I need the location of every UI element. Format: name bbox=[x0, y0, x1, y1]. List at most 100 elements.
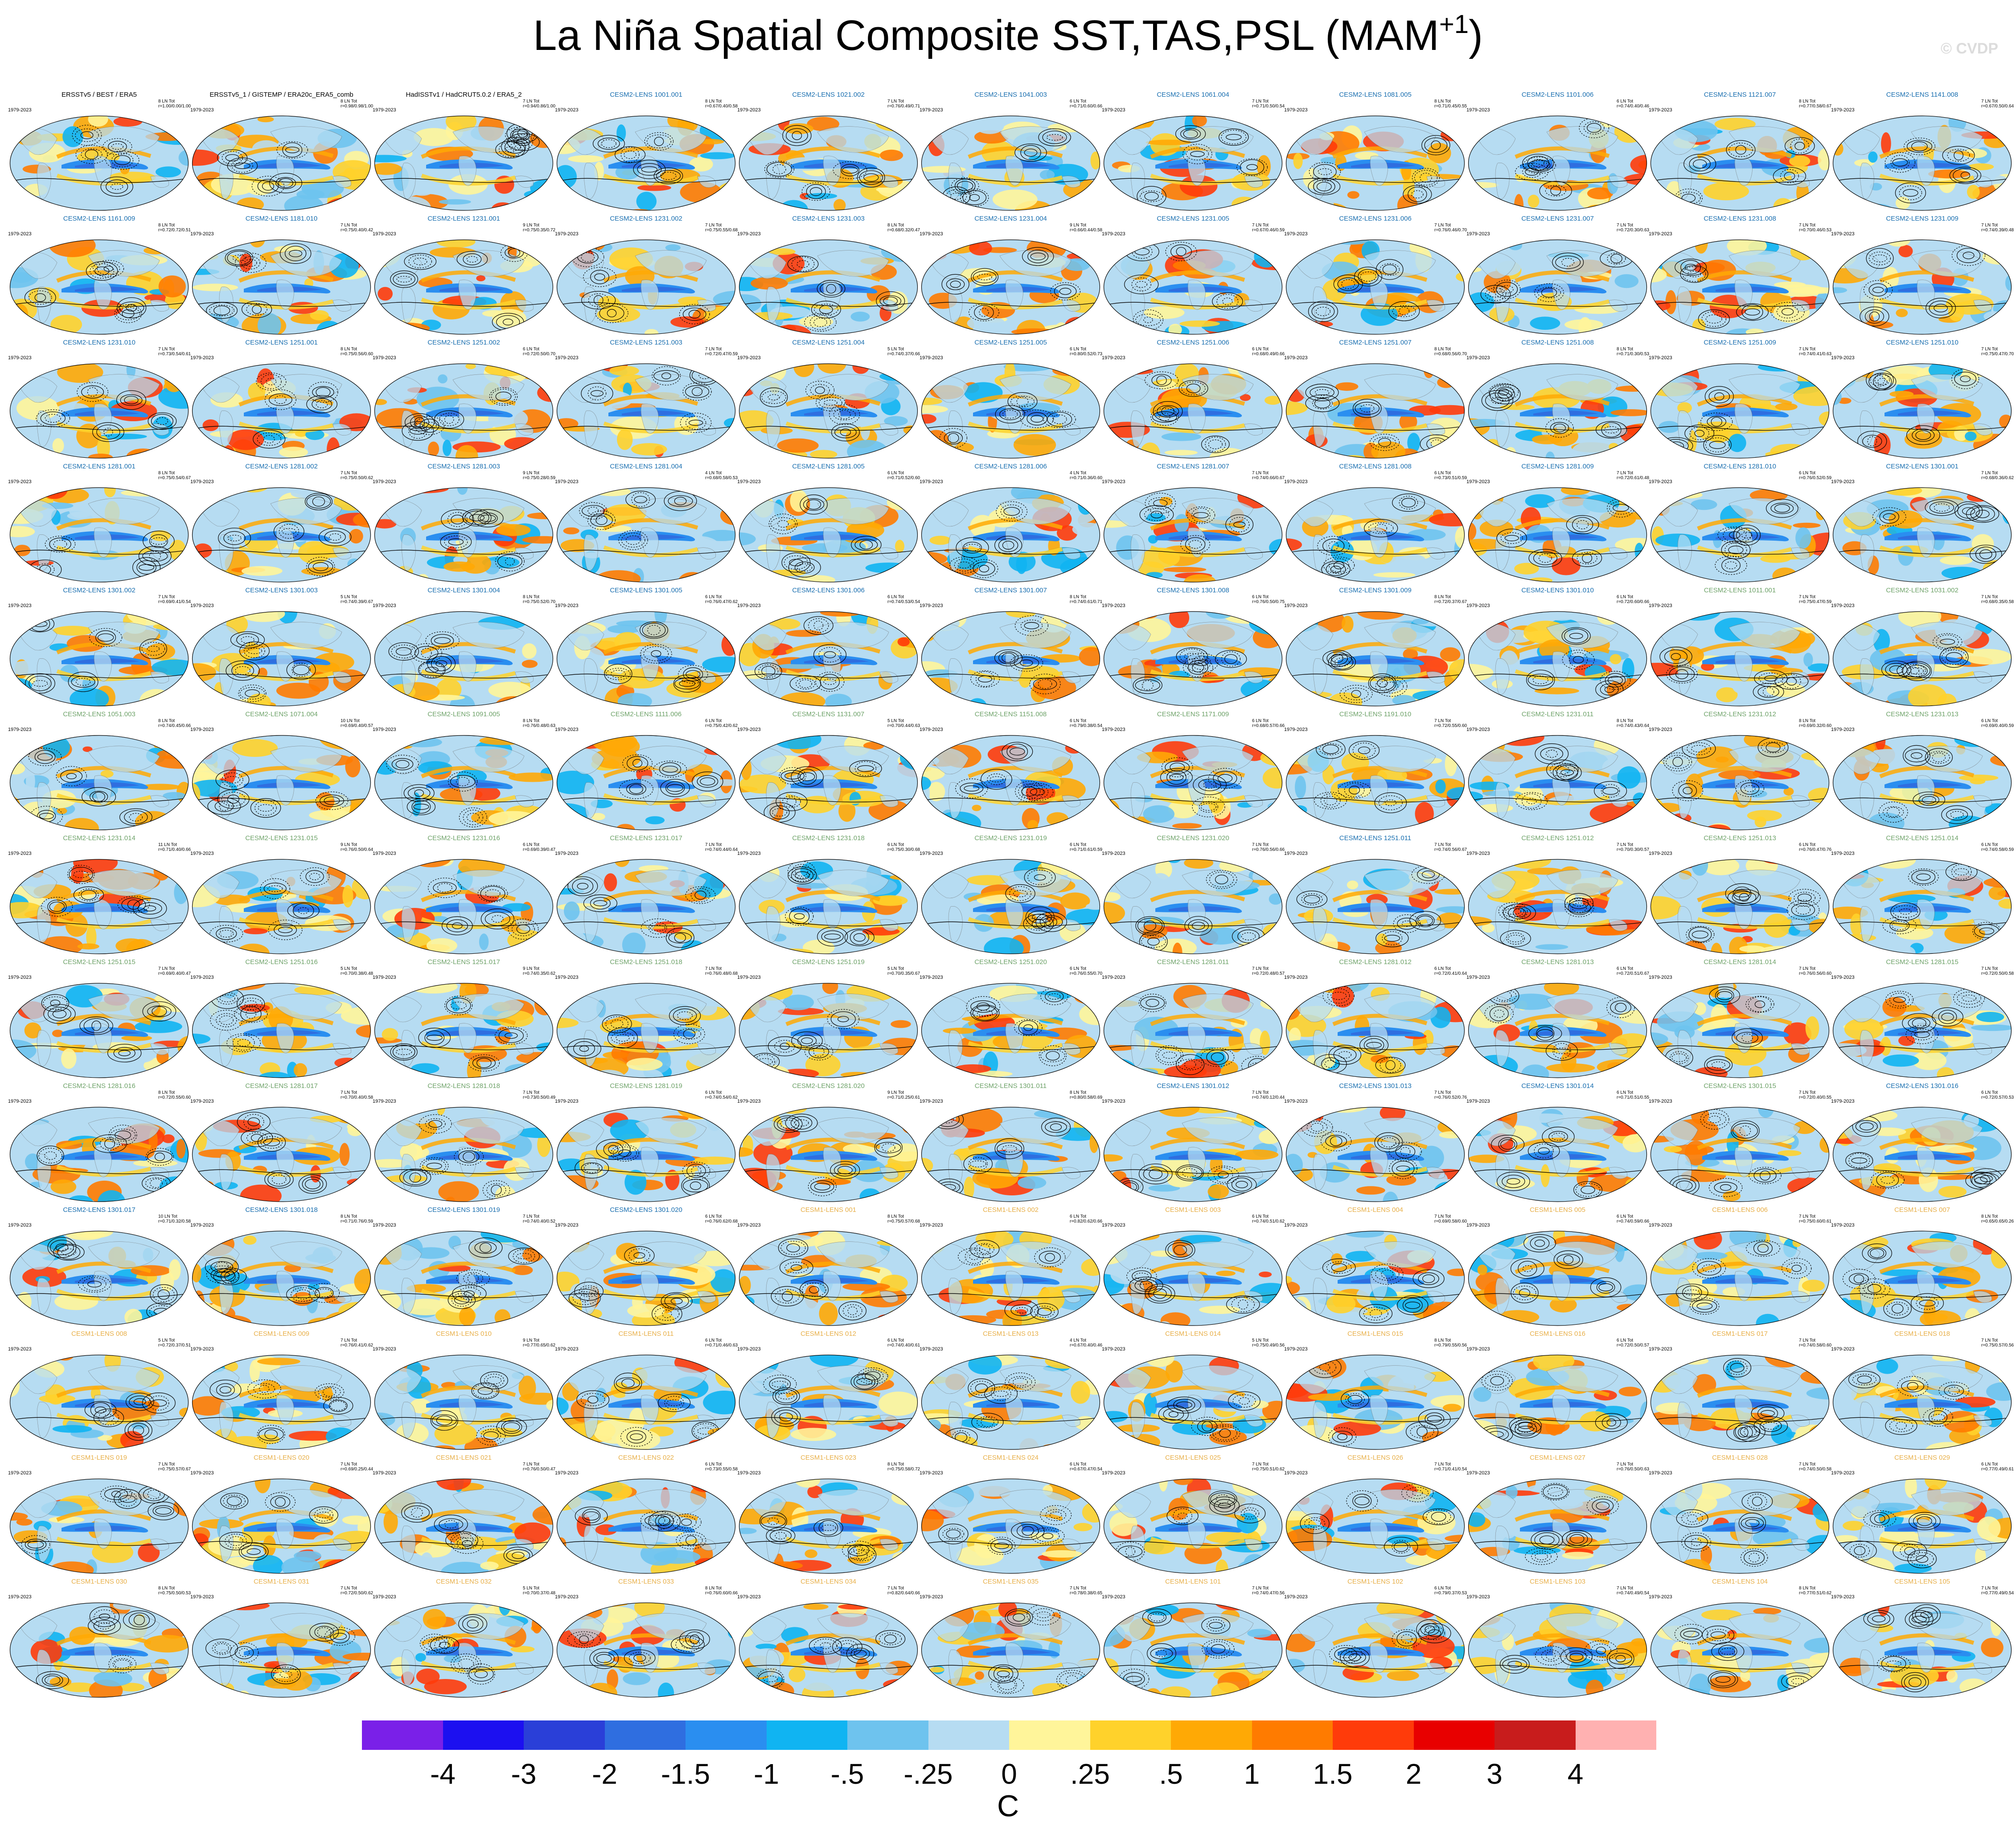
panel-stats: 7 LN Tot r=0.75/0.47/0.59 bbox=[1799, 595, 1832, 604]
panel-period: 1979-2023 bbox=[920, 1346, 943, 1352]
composite-map bbox=[1832, 363, 2012, 459]
panel-title: CESM2-LENS 1161.009 bbox=[63, 215, 135, 222]
map-panel: CESM2-LENS 1251.020 1979-2023 6 LN Tot r=0… bbox=[920, 956, 1102, 1080]
panel-stats: 6 LN Tot r=0.69/0.39/0.47 bbox=[523, 842, 556, 852]
panel-title: CESM2-LENS 1231.018 bbox=[792, 834, 865, 842]
panel-title: CESM2-LENS 1301.007 bbox=[974, 587, 1047, 594]
panel-title: CESM2-LENS 1251.006 bbox=[1157, 339, 1229, 346]
panel-title: CESM2-LENS 1231.010 bbox=[63, 339, 135, 346]
map-panel: CESM2-LENS 1011.001 1979-2023 7 LN Tot r=0… bbox=[1649, 585, 1831, 709]
map-panel: CESM1-LENS 026 1979-2023 7 LN Tot r=0.71/0… bbox=[1284, 1452, 1467, 1576]
composite-map bbox=[739, 735, 918, 830]
panel-period: 1979-2023 bbox=[1466, 231, 1490, 237]
composite-map bbox=[739, 1231, 918, 1326]
panel-title: CESM2-LENS 1011.001 bbox=[1704, 587, 1776, 594]
panel-period: 1979-2023 bbox=[1102, 851, 1125, 856]
panel-stats: 8 LN Tot r=0.75/0.54/0.67 bbox=[158, 471, 191, 480]
panel-stats: 7 LN Tot r=0.77/0.49/0.54 bbox=[1981, 1586, 2014, 1596]
panel-period: 1979-2023 bbox=[920, 1594, 943, 1600]
panel-title: CESM2-LENS 1301.015 bbox=[1704, 1082, 1776, 1090]
panel-title: CESM2-LENS 1281.012 bbox=[1339, 958, 1412, 966]
composite-map bbox=[374, 611, 554, 706]
panel-period: 1979-2023 bbox=[373, 603, 396, 608]
map-panel: CESM2-LENS 1121.007 1979-2023 8 LN Tot r=0… bbox=[1649, 89, 1831, 213]
composite-map bbox=[1468, 1478, 1647, 1574]
panel-title: CESM2-LENS 1101.006 bbox=[1521, 91, 1594, 99]
map-panel: CESM2-LENS 1301.005 1979-2023 6 LN Tot r=0… bbox=[555, 585, 738, 709]
map-panel: CESM1-LENS 012 1979-2023 6 LN Tot r=0.74/0… bbox=[737, 1328, 920, 1452]
composite-map bbox=[921, 487, 1100, 583]
map-panel: CESM2-LENS 1301.010 1979-2023 6 LN Tot r=0… bbox=[1466, 585, 1649, 709]
panel-title: CESM1-LENS 035 bbox=[982, 1578, 1039, 1585]
composite-map bbox=[1468, 1355, 1647, 1450]
panel-title: CESM2-LENS 1231.012 bbox=[1704, 710, 1776, 718]
panel-period: 1979-2023 bbox=[1102, 355, 1125, 361]
panel-title: CESM2-LENS 1301.005 bbox=[610, 587, 682, 594]
panel-period: 1979-2023 bbox=[1284, 107, 1308, 113]
map-panel: CESM1-LENS 011 1979-2023 6 LN Tot r=0.71/0… bbox=[555, 1328, 738, 1452]
map-panel: CESM2-LENS 1231.012 1979-2023 8 LN Tot r=0… bbox=[1649, 709, 1831, 833]
panel-period: 1979-2023 bbox=[373, 975, 396, 980]
panel-stats: 4 LN Tot r=0.68/0.58/0.53 bbox=[705, 471, 738, 480]
panel-stats: 6 LN Tot r=0.75/0.42/0.62 bbox=[705, 718, 738, 728]
composite-map bbox=[1285, 1478, 1465, 1574]
colorbar-box-6 bbox=[847, 1720, 928, 1750]
panel-title: CESM2-LENS 1251.009 bbox=[1704, 339, 1776, 346]
composite-map bbox=[1285, 611, 1465, 706]
panel-period: 1979-2023 bbox=[1649, 851, 1672, 856]
panel-title: CESM2-LENS 1281.007 bbox=[1157, 463, 1229, 470]
map-panel: CESM1-LENS 018 1979-2023 7 LN Tot r=0.75/0… bbox=[1831, 1328, 2014, 1452]
map-panel: CESM2-LENS 1281.016 1979-2023 8 LN Tot r=0… bbox=[8, 1080, 191, 1204]
panel-stats: 7 LN Tot r=0.76/0.48/0.68 bbox=[705, 966, 738, 976]
map-panel: CESM1-LENS 104 1979-2023 8 LN Tot r=0.77/0… bbox=[1649, 1576, 1831, 1700]
composite-map bbox=[1468, 859, 1647, 954]
composite-map bbox=[1103, 611, 1283, 706]
panel-period: 1979-2023 bbox=[1649, 355, 1672, 361]
panel-stats: 6 LN Tot r=0.72/0.60/0.66 bbox=[1617, 595, 1650, 604]
map-panel: CESM2-LENS 1281.020 1979-2023 9 LN Tot r=0… bbox=[737, 1080, 920, 1204]
map-panel: CESM1-LENS 002 1979-2023 6 LN Tot r=0.82/0… bbox=[920, 1204, 1102, 1328]
panel-stats: 7 LN Tot r=0.75/0.51/0.62 bbox=[1252, 1462, 1285, 1472]
panel-title: CESM2-LENS 1231.016 bbox=[427, 834, 500, 842]
panel-title: CESM2-LENS 1031.002 bbox=[1886, 587, 1959, 594]
panel-stats: 8 LN Tot r=0.75/0.52/0.70 bbox=[523, 595, 556, 604]
panel-stats: 8 LN Tot r=0.98/0.98/1.00 bbox=[341, 99, 374, 109]
panel-title: CESM2-LENS 1251.005 bbox=[974, 339, 1047, 346]
composite-map bbox=[1468, 983, 1647, 1078]
panel-title: CESM2-LENS 1301.002 bbox=[63, 587, 135, 594]
colorbar-tick-label: 1 bbox=[1244, 1758, 1260, 1790]
panel-stats: 7 LN Tot r=0.67/0.50/0.64 bbox=[1981, 99, 2014, 109]
panel-period: 1979-2023 bbox=[737, 1470, 761, 1476]
panel-title: CESM1-LENS 103 bbox=[1529, 1578, 1586, 1585]
map-panel: CESM1-LENS 017 1979-2023 7 LN Tot r=0.74/0… bbox=[1649, 1328, 1831, 1452]
composite-map bbox=[9, 239, 189, 335]
panel-period: 1979-2023 bbox=[1284, 231, 1308, 237]
colorbar-box-5 bbox=[766, 1720, 847, 1750]
composite-map bbox=[739, 611, 918, 706]
map-panel: CESM2-LENS 1251.011 1979-2023 7 LN Tot r=0… bbox=[1284, 833, 1467, 956]
colorbar-box-1 bbox=[443, 1720, 524, 1750]
panel-stats: 7 LN Tot r=0.69/0.58/0.60 bbox=[1434, 1214, 1467, 1224]
panel-title: CESM2-LENS 1281.010 bbox=[1704, 463, 1776, 470]
panel-stats: 6 LN Tot r=0.82/0.62/0.66 bbox=[1070, 1214, 1103, 1224]
panel-stats: 5 LN Tot r=0.70/0.35/0.67 bbox=[887, 966, 920, 976]
panel-stats: 7 LN Tot r=0.72/0.48/0.57 bbox=[1252, 966, 1285, 976]
panel-stats: 8 LN Tot r=0.74/0.43/0.64 bbox=[1617, 718, 1650, 728]
panel-period: 1979-2023 bbox=[737, 231, 761, 237]
panel-stats: 7 LN Tot r=0.73/0.50/0.49 bbox=[523, 1090, 556, 1100]
composite-map bbox=[374, 1107, 554, 1202]
panel-period: 1979-2023 bbox=[1466, 727, 1490, 732]
chart-title-text: La Niña Spatial Composite SST,TAS,PSL (M… bbox=[533, 12, 1439, 59]
panel-title: CESM2-LENS 1121.007 bbox=[1704, 91, 1776, 99]
panel-title: CESM1-LENS 031 bbox=[253, 1578, 310, 1585]
panel-period: 1979-2023 bbox=[1831, 1346, 1855, 1352]
panel-stats: 6 LN Tot r=0.72/0.41/0.64 bbox=[1434, 966, 1467, 976]
composite-map bbox=[739, 487, 918, 583]
map-panel: CESM1-LENS 103 1979-2023 7 LN Tot r=0.74/0… bbox=[1466, 1576, 1649, 1700]
colorbar-tick-label: 0 bbox=[1001, 1758, 1017, 1790]
map-panel: CESM2-LENS 1281.015 1979-2023 7 LN Tot r=0… bbox=[1831, 956, 2014, 1080]
panel-stats: 5 LN Tot r=0.70/0.38/0.48 bbox=[341, 966, 374, 976]
panel-title: CESM2-LENS 1251.011 bbox=[1339, 834, 1412, 842]
panel-stats: 7 LN Tot r=0.76/0.49/0.71 bbox=[887, 99, 920, 109]
map-panel: CESM2-LENS 1281.001 1979-2023 8 LN Tot r=0… bbox=[8, 461, 191, 585]
